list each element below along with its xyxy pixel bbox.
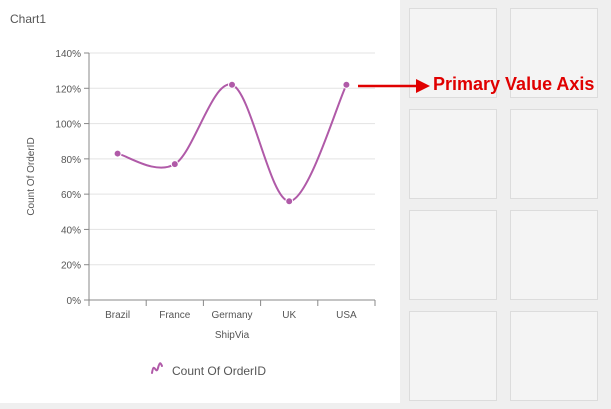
- series-line: [117, 83, 348, 203]
- x-tick-label: UK: [282, 310, 296, 321]
- line-chart: 0% 20% 40% 60% 80% 100% 120% 140% Brazil France Ge…: [26, 49, 376, 341]
- y-tick-label: 140%: [55, 49, 81, 60]
- data-point: [285, 197, 294, 206]
- x-tick-label: France: [159, 310, 191, 321]
- y-tick-label: 40%: [61, 225, 81, 236]
- y-tick-label: 0%: [67, 296, 82, 307]
- x-axis-title: ShipVia: [215, 330, 250, 341]
- y-tick-label: 60%: [61, 190, 81, 201]
- dashboard-tile[interactable]: [510, 311, 598, 401]
- data-point: [342, 80, 351, 89]
- data-point: [228, 80, 236, 89]
- legend-series-label: Count Of OrderID: [172, 363, 267, 378]
- data-point: [113, 149, 122, 158]
- callout-label: Primary Value Axis: [433, 74, 595, 94]
- x-tick-label: Germany: [211, 310, 252, 321]
- legend-series-icon: [150, 362, 164, 379]
- y-tick-label: 120%: [55, 84, 81, 95]
- dashboard-tile[interactable]: [510, 109, 598, 199]
- dashboard-tile[interactable]: [409, 311, 497, 401]
- dashboard-tile[interactable]: [510, 8, 598, 98]
- y-axis-title: Count Of OrderID: [26, 137, 37, 215]
- data-point: [170, 160, 179, 169]
- y-tick-label: 80%: [61, 155, 81, 166]
- x-tick-label: Brazil: [105, 310, 130, 321]
- dashboard-tile[interactable]: [409, 210, 497, 300]
- x-tick-label: USA: [336, 310, 357, 321]
- dashboard-tile[interactable]: [510, 210, 598, 300]
- y-tick-label: 100%: [55, 120, 81, 131]
- chart-title: Chart1: [10, 12, 47, 26]
- chart-legend[interactable]: Count Of OrderID: [150, 362, 266, 379]
- dashboard-tile[interactable]: [409, 109, 497, 199]
- chart-panel: Chart1 0% 20% 40% 60% 80% 100% 120% 140% Brazil F…: [0, 0, 400, 403]
- y-tick-label: 20%: [61, 261, 81, 272]
